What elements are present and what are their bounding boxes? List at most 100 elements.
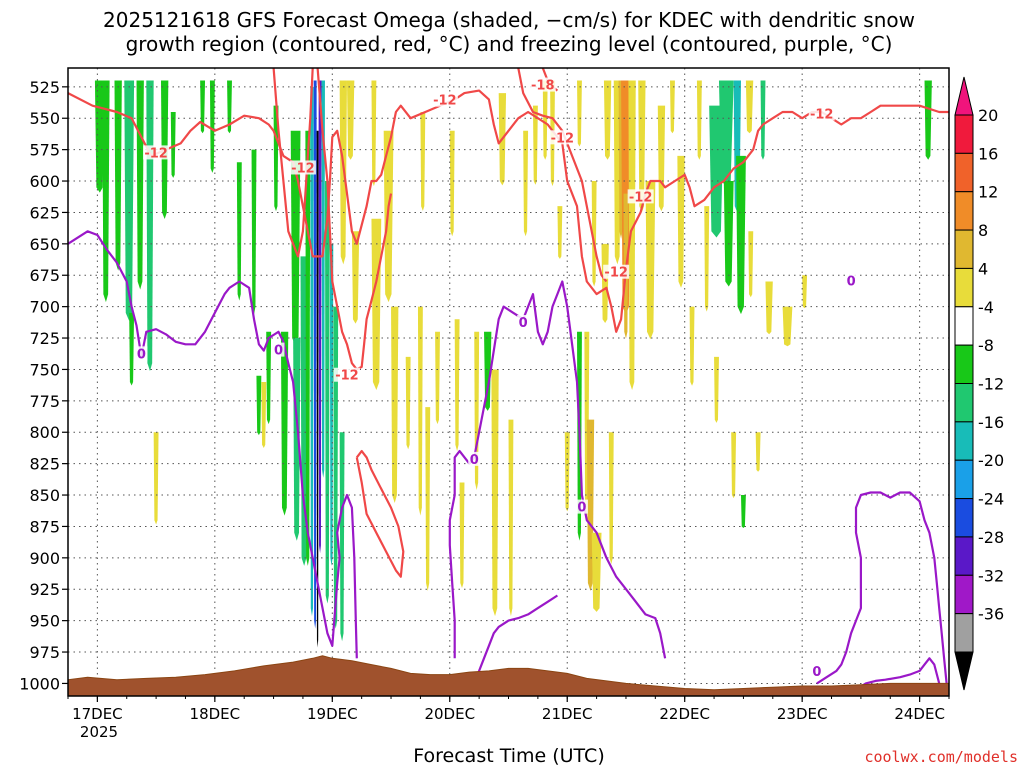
omega-region [718,80,734,187]
omega-region [802,275,808,309]
contour-label-bg [810,664,823,679]
omega-region [170,111,176,178]
y-tick-label: 900 [29,549,60,568]
freezing-level-contour [448,280,667,659]
omega-region [638,80,646,213]
omega-region [261,382,267,448]
contour-label-bg [333,367,360,382]
freezing-contour-label: 0 [274,344,283,359]
colorbar-label: 16 [978,144,998,163]
omega-region [329,243,334,566]
colorbar-label: -36 [978,605,1004,624]
colorbar-swatch [954,459,974,500]
contour-label-bg [272,342,285,357]
omega-region [755,432,761,472]
dendritic-contour-label: -12 [604,266,628,281]
y-axis: 525 550 575 600 625 650 675 700 725 750 775 800 825 8… [19,78,68,693]
omega-region [251,149,257,315]
omega-region [723,181,734,287]
y-tick-label: 575 [29,141,60,160]
omega-region [542,80,548,160]
omega-region [484,331,492,411]
y-tick-label: 600 [29,172,60,191]
omega-region [696,80,702,160]
chart-title-line-1: 2025121618 GFS Forecast Omega (shaded, −… [103,8,915,32]
y-tick-label: 925 [29,580,60,599]
x-tick-label: 18DEC [190,705,241,723]
dendritic-contour [68,89,949,333]
contour-label-bg [808,106,835,121]
colorbar-swatch [954,267,974,308]
y-tick-label: 750 [29,360,60,379]
x-tick-label: 20DEC [424,705,475,723]
colorbar-swatch [954,152,974,193]
omega-region [532,105,538,185]
credit-text: coolwx.com/models [864,748,1018,766]
freezing-contour-label: 0 [812,665,821,680]
x-tick-label: 21DEC [542,705,593,723]
dendritic-contour-label: -12 [291,161,315,176]
x-axis: 17DEC 18DEC 19DEC 20DEC 21DEC 22DEC 23DEC 24DEC [67,696,950,723]
omega-region [765,281,773,335]
freezing-level-contour [855,657,941,691]
contour-label-bg [289,160,316,175]
omega-region [736,155,746,315]
colorbar-label: -32 [978,566,1004,585]
omega-region [200,80,206,134]
omega-region [924,80,932,160]
x-axis-label: Forecast Time (UTC) [413,745,604,767]
dendritic-contour [272,68,314,258]
omega-region [280,331,289,516]
omega-region [601,243,609,323]
omega-region [557,206,563,259]
y-tick-label: 975 [29,643,60,662]
omega-region [748,231,754,298]
freezing-contour-label: 0 [137,347,146,362]
omega-region [371,80,377,187]
colorbar-swatch [954,306,974,346]
contour-label-bg [549,130,576,145]
x-tick-label: 24DEC [894,705,945,723]
omega-region [227,80,232,134]
colorbar-label: 20 [978,106,998,125]
omega-region [153,432,159,525]
colorbar-label: -12 [978,375,1004,394]
omega-region [435,331,440,425]
colorbar-label: -20 [978,451,1004,470]
dendritic-contour-label: -18 [531,79,555,94]
omega-region [628,80,636,390]
dendritic-contour-label: -12 [433,94,457,109]
colorbar-label: -8 [978,336,994,355]
omega-region [114,80,122,271]
contour-label-bg [431,92,458,107]
freezing-level-contour [816,491,948,685]
colorbar-label: 8 [978,221,988,240]
contour-label-bg [135,346,148,361]
omega-region [371,218,382,390]
colorbar-label: -28 [978,528,1004,547]
omega-region [124,80,135,321]
omega-region [449,130,455,237]
freezing-contour-layer [68,230,948,691]
omega-region [129,312,135,386]
omega-region [603,80,612,160]
terrain-surface [68,655,949,696]
omega-region [346,80,355,160]
chart-title-line-2: growth region (contoured, red, °C) and f… [126,32,893,56]
omega-region [425,407,431,591]
colorbar-swatch [954,114,974,154]
omega-region [420,111,426,211]
omega-region [351,231,360,324]
y-tick-label: 625 [29,203,60,222]
y-tick-label: 725 [29,329,60,348]
plot-background [68,68,949,696]
freezing-contour-label: 0 [847,275,856,290]
omega-region [709,105,724,238]
freezing-contour-label: 0 [470,453,479,468]
omega-region [523,130,529,237]
omega-region [316,130,319,648]
omega-region [236,162,242,301]
omega-region [689,306,695,386]
omega-region [313,80,317,629]
